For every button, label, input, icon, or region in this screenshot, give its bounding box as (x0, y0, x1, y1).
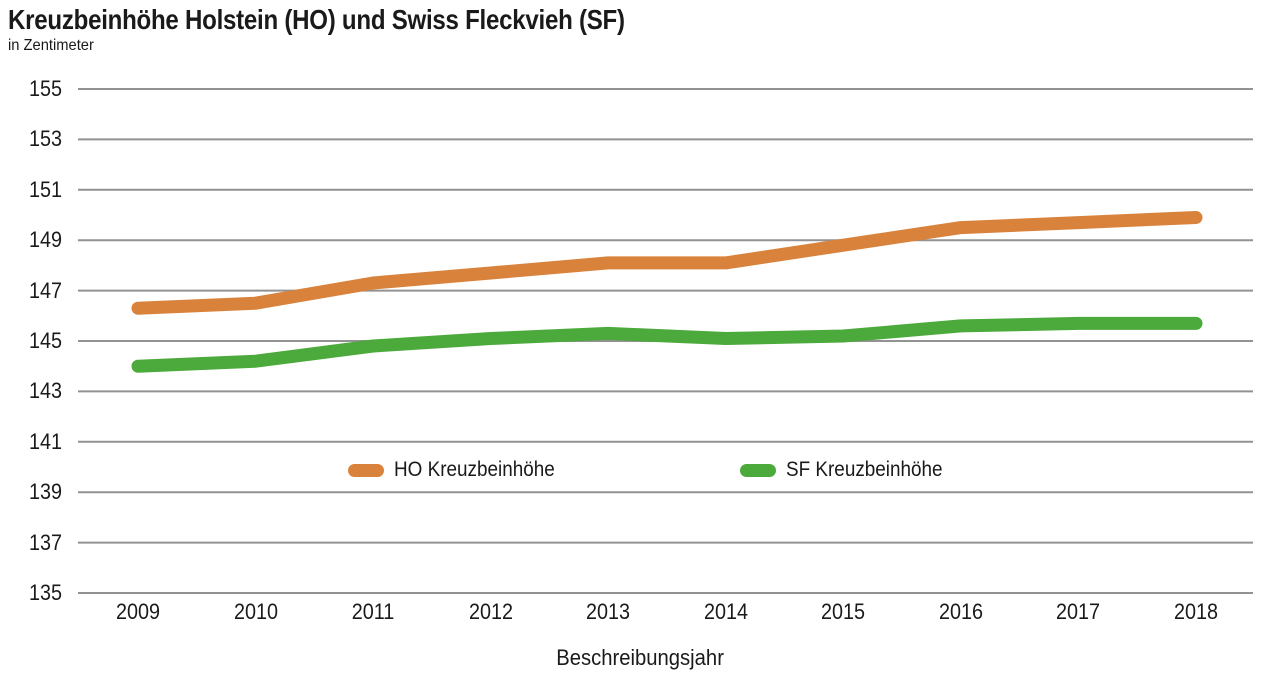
x-tick-label: 2009 (115, 599, 161, 624)
x-tick-label: 2013 (586, 599, 631, 624)
x-tick-label: 2017 (1056, 599, 1101, 624)
y-tick-label: 141 (28, 428, 62, 454)
x-tick-label: 2010 (233, 599, 278, 624)
y-tick-label: 147 (28, 277, 62, 303)
y-tick-label: 151 (28, 176, 62, 202)
y-tick-label: 153 (28, 126, 62, 152)
y-tick-label: 155 (28, 76, 62, 101)
y-tick-label: 145 (28, 328, 62, 353)
legend-label: HO Kreuzbeinhöhe (394, 458, 555, 481)
y-tick-label: 149 (28, 227, 62, 253)
y-tick-label: 135 (28, 580, 62, 605)
x-tick-label: 2012 (468, 599, 513, 624)
x-tick-label: 2018 (1173, 599, 1219, 624)
y-tick-label: 143 (28, 378, 62, 404)
x-tick-label: 2016 (938, 599, 983, 624)
legend-label: SF Kreuzbeinhöhe (786, 458, 943, 481)
legend-item-sf: SF Kreuzbeinhöhe (740, 457, 960, 483)
chart-subtitle: in Zentimeter (8, 37, 94, 54)
x-tick-label: 2011 (351, 599, 395, 624)
series-line-ho (131, 211, 1203, 315)
x-tick-label: 2014 (703, 599, 748, 624)
series-line-sf (131, 316, 1203, 373)
chart-title: Kreuzbeinhöhe Holstein (HO) und Swiss Fl… (8, 4, 625, 35)
legend-item-ho: HO Kreuzbeinhöhe (348, 457, 573, 483)
y-tick-label: 137 (28, 529, 62, 555)
legend-swatch-sf (740, 463, 776, 477)
legend-swatch-ho (348, 463, 384, 477)
x-axis-title: Beschreibungsjahr (556, 645, 724, 670)
y-tick-label: 139 (28, 479, 62, 505)
x-tick-label: 2015 (821, 599, 866, 624)
